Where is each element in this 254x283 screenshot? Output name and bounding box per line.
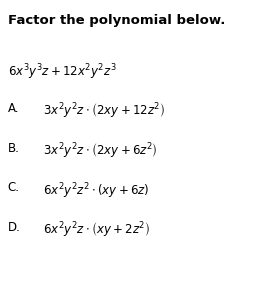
Text: $6x^2y^2z^2 \cdot \left(xy+6z\right)$: $6x^2y^2z^2 \cdot \left(xy+6z\right)$ [43,181,150,201]
Text: Factor the polynomial below.: Factor the polynomial below. [8,14,225,27]
Text: $6x^3y^3z + 12x^2y^2z^3$: $6x^3y^3z + 12x^2y^2z^3$ [8,62,116,82]
Text: B.: B. [8,142,20,155]
Text: A.: A. [8,102,19,115]
Text: D.: D. [8,221,21,234]
Text: $3x^2y^2z \cdot \left(2xy+6z^2\right)$: $3x^2y^2z \cdot \left(2xy+6z^2\right)$ [43,142,158,161]
Text: C.: C. [8,181,20,194]
Text: $3x^2y^2z \cdot \left(2xy+12z^2\right)$: $3x^2y^2z \cdot \left(2xy+12z^2\right)$ [43,102,165,121]
Text: $6x^2y^2z \cdot \left(xy+2z^2\right)$: $6x^2y^2z \cdot \left(xy+2z^2\right)$ [43,221,150,240]
